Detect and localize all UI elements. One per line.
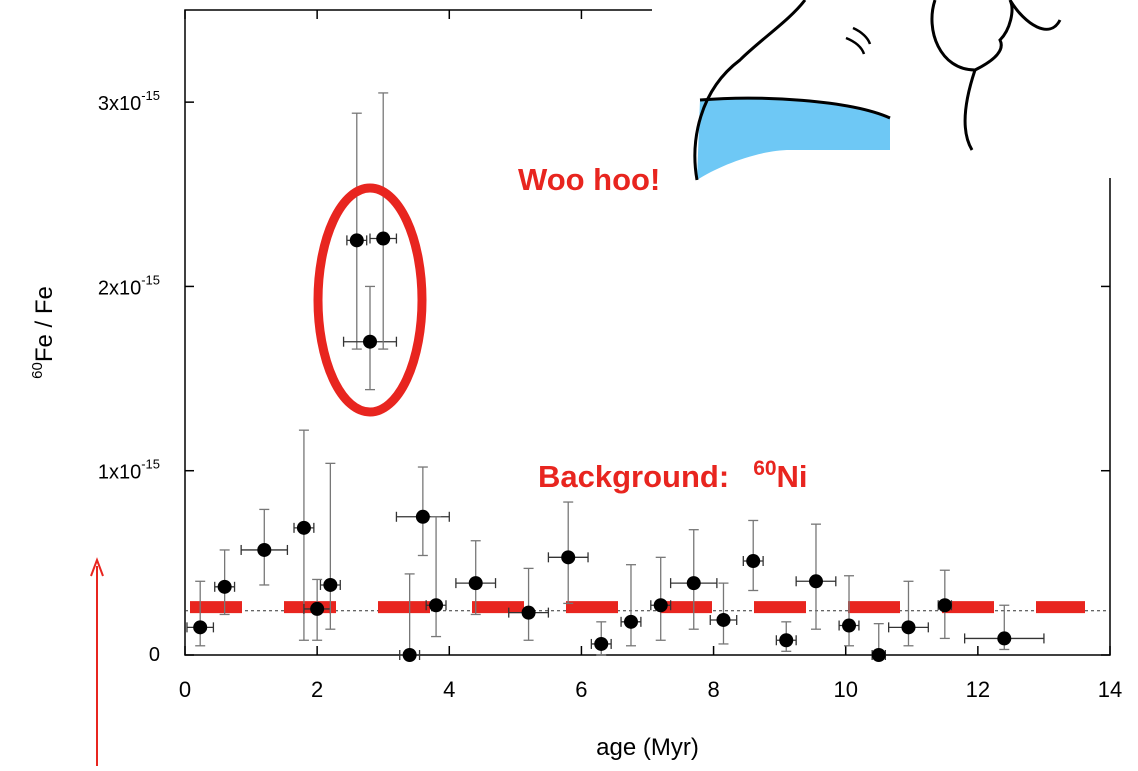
point [686,576,701,591]
x-tick-label: 10 [833,677,857,702]
x-tick-label: 14 [1098,677,1122,702]
x-tick-label: 12 [966,677,990,702]
point [521,605,536,620]
point [415,509,430,524]
y-tick-label-base: 1x10 [98,462,141,484]
point [193,620,208,635]
x-tick-label: 8 [707,677,719,702]
annotation-text: Background: [538,459,729,494]
y-tick-label: 3x10-15 [98,88,160,115]
point [402,648,417,662]
point [997,631,1012,646]
point [349,233,364,248]
y-axis-title-sup: 60 [29,362,46,379]
point [871,648,886,662]
cartoon-water [697,98,890,180]
point [808,574,823,589]
y-axis-title: 60Fe / Fe [29,286,58,379]
y-tick-label-base: 2x10 [98,277,141,299]
point [901,620,916,635]
point [716,612,731,627]
annotation: Woo hoo! [518,162,660,197]
cartoon-line [930,0,1014,72]
y-tick-label-exp: -15 [141,457,160,472]
point [468,576,483,591]
y-axis-title-text: Fe / Fe [31,286,58,362]
point [323,577,338,592]
point [779,633,794,648]
point [594,636,609,651]
annotation-text: Ni [777,459,808,494]
x-axis-title: age (Myr) [596,734,699,761]
x-tick-label: 6 [575,677,587,702]
cartoon-line [693,0,807,181]
x-tick-label: 0 [179,677,191,702]
cartoon-line [963,0,1062,151]
annotation: Background: 60Ni [538,457,808,494]
point [363,334,377,349]
y-tick-label-base: 3x10 [98,93,141,115]
annotation-sup: 60 [753,457,776,480]
cartoon [652,0,1138,181]
y-tick-label: 0 [149,644,160,666]
y-tick-label-exp: -15 [141,88,160,103]
point [217,579,232,594]
point [257,542,272,557]
x-tick-label: 4 [443,677,455,702]
cartoon-line [699,96,891,120]
y-tick-label: 1x10-15 [98,457,160,484]
point [653,598,668,613]
point [623,614,638,629]
point [429,598,444,613]
cartoon-line [845,26,872,55]
point [376,231,391,246]
highlight-ellipse [313,183,427,417]
point [937,598,952,613]
arrow-head [90,557,104,577]
y-tick-label-exp: -15 [141,272,160,287]
point [296,520,311,535]
point [310,601,325,616]
plot-frame [184,9,1111,656]
point [746,554,761,569]
point [561,550,576,565]
y-tick-label: 2x10-15 [98,272,160,299]
point [842,618,857,633]
x-tick-label: 2 [311,677,323,702]
